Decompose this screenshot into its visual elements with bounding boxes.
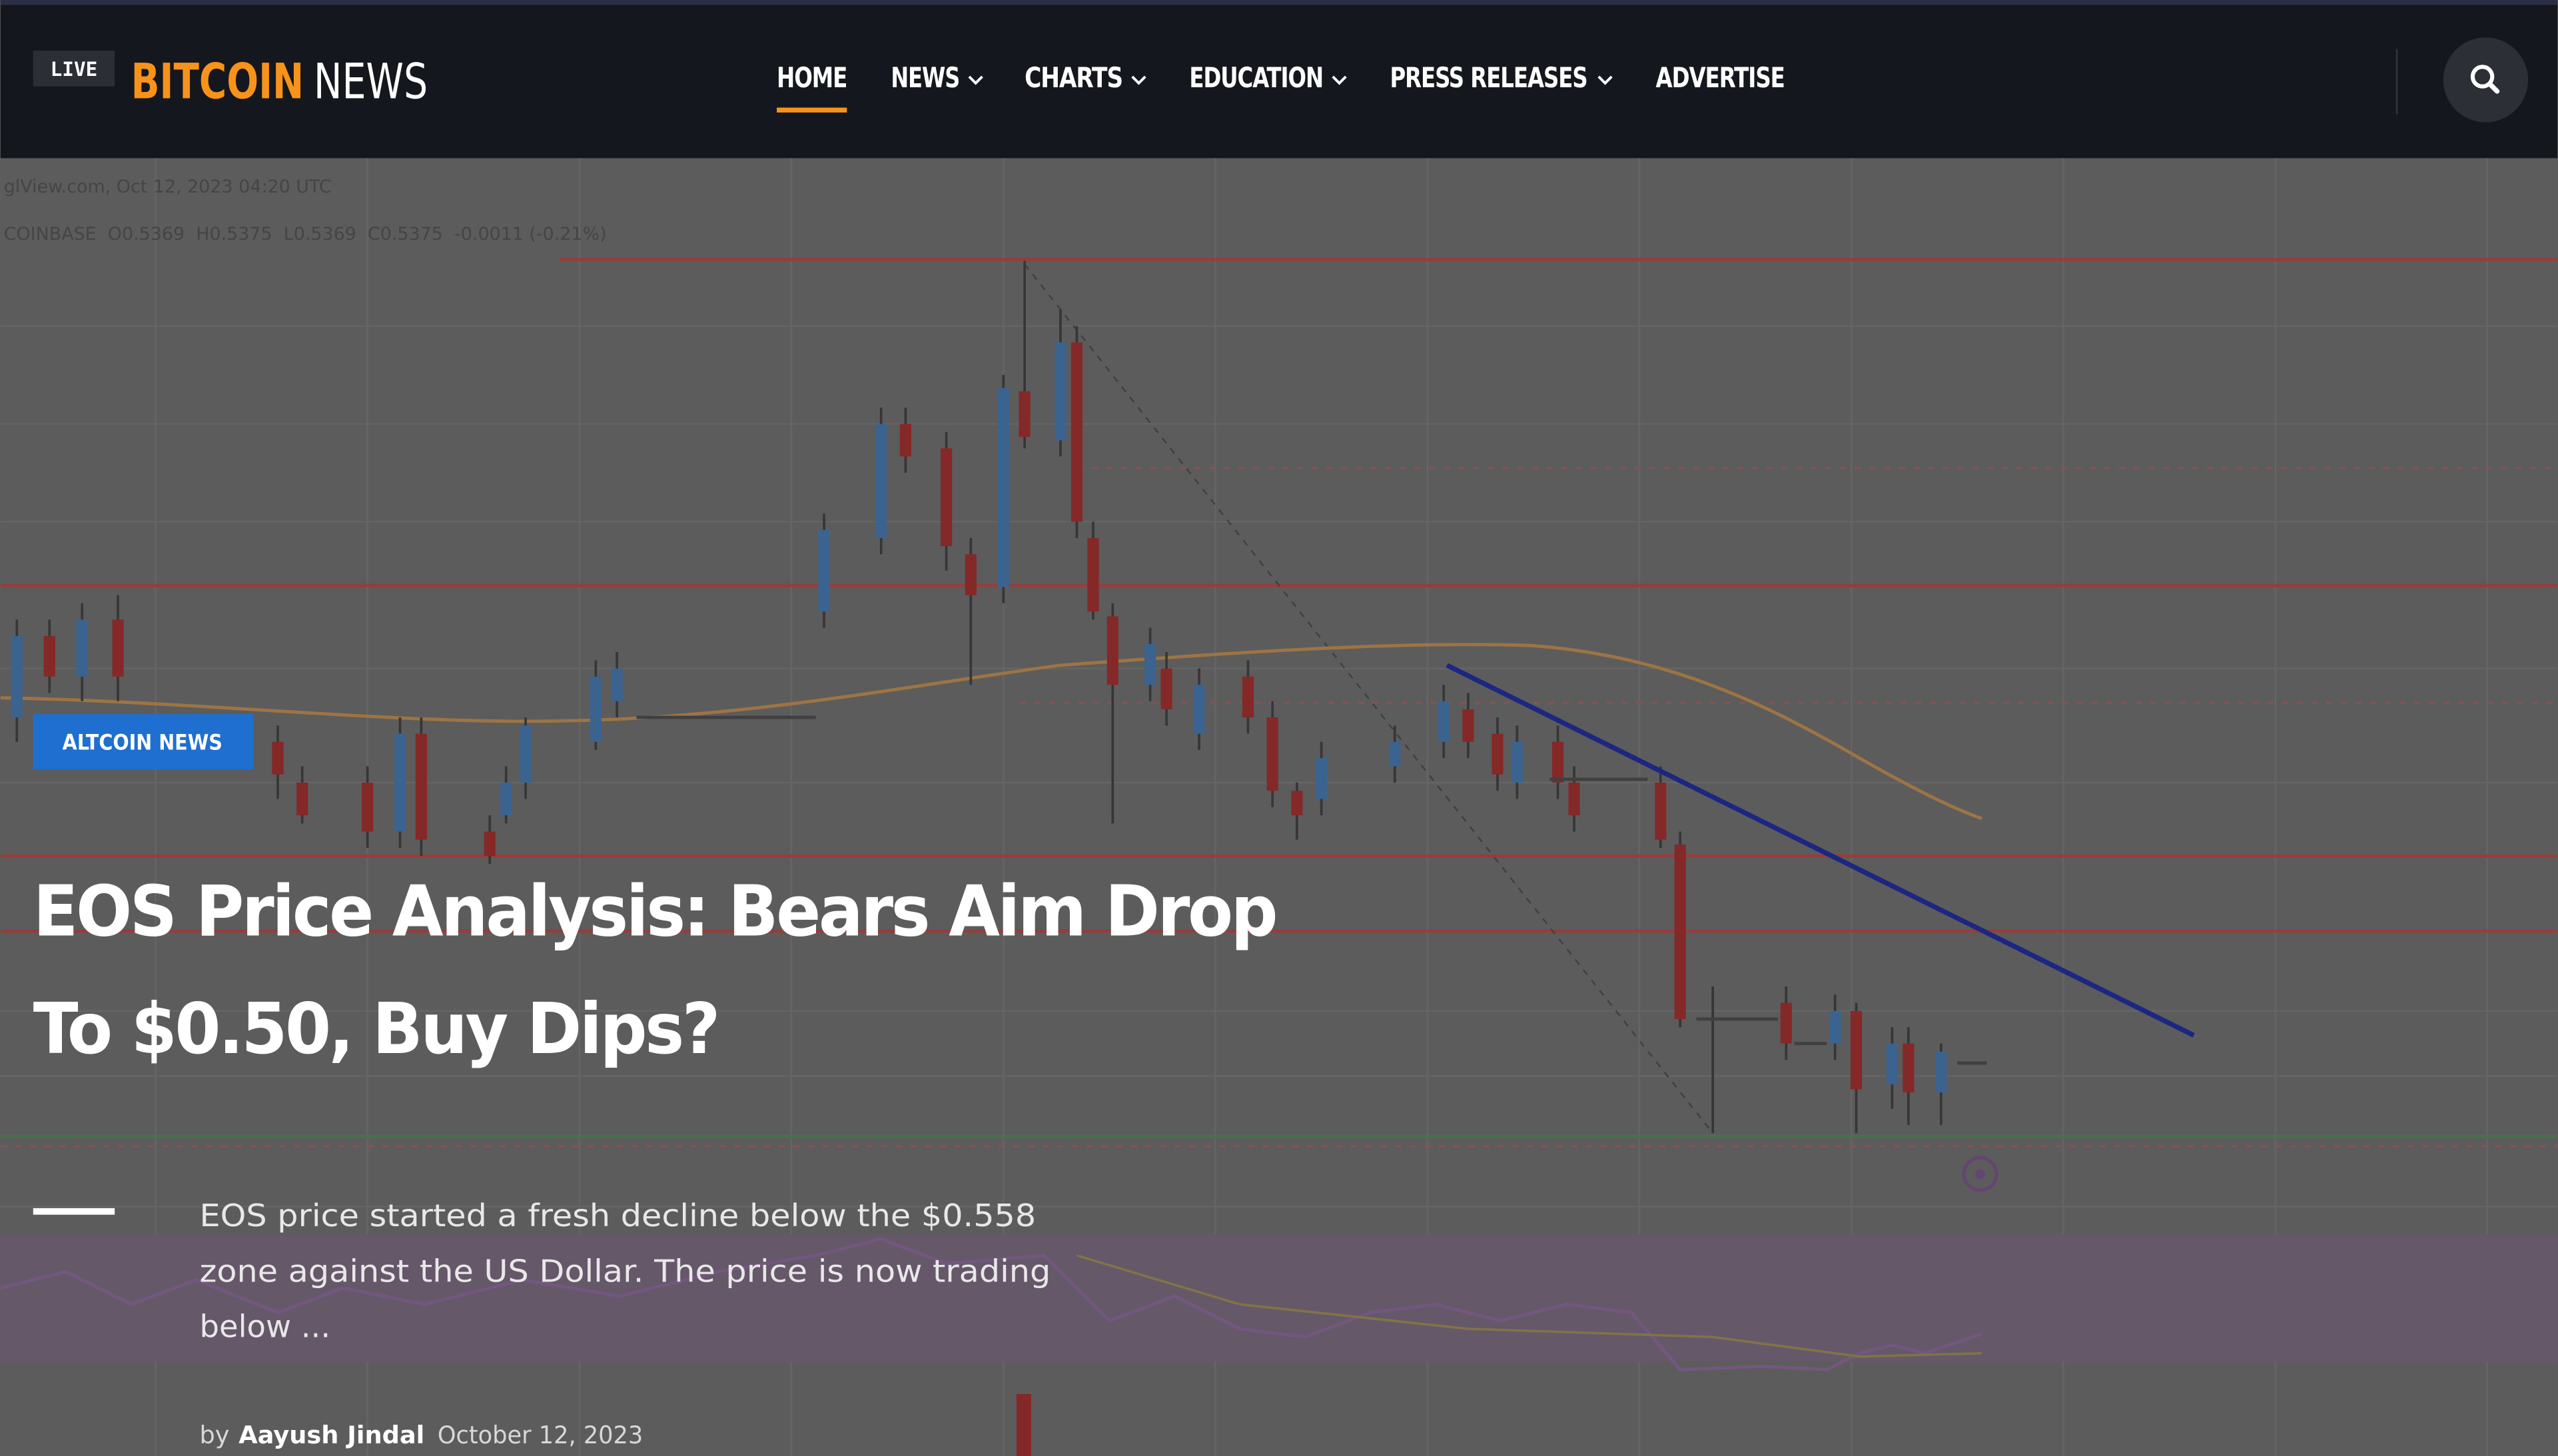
nav-chevron	[1332, 75, 1347, 85]
nav-chevron	[1597, 75, 1613, 85]
header-divider	[2395, 49, 2398, 115]
header: LIVE BITCOIN NEWS HOME NEWS CHARTS EDUCA…	[0, 0, 2558, 159]
trend-line	[1446, 663, 2195, 1038]
logo-brand: BITCOIN	[131, 53, 304, 110]
indicator-line	[0, 1237, 1982, 1371]
logo-badge-bg	[33, 50, 115, 87]
logo[interactable]: LIVE BITCOIN NEWS	[33, 50, 428, 110]
byline-prefix: by	[199, 1421, 229, 1449]
publish-date: October 12, 2023	[438, 1421, 643, 1449]
chart-marker	[1962, 1156, 1998, 1192]
chart-grid	[0, 158, 2558, 1456]
nav-item[interactable]: NEWS	[891, 61, 960, 94]
header-top-border	[0, 0, 2558, 5]
indicator-band	[0, 1234, 2558, 1362]
hero-chart: glView.com, Oct 12, 2023 04:20 UTC COINB…	[0, 158, 2558, 1456]
article-excerpt: zone against the US Dollar. The price is…	[199, 1253, 1051, 1289]
nav-item[interactable]: EDUCATION	[1189, 61, 1324, 94]
candles-up	[11, 342, 1947, 1093]
chart-marker-dot	[1975, 1169, 1985, 1179]
candles-down	[43, 342, 1915, 1093]
indicator-signal	[1076, 1254, 1982, 1358]
article-excerpt: below ...	[199, 1309, 330, 1345]
search-icon-handle	[2487, 81, 2500, 94]
article-title[interactable]: EOS Price Analysis: Bears Aim Drop	[33, 871, 1278, 952]
moving-average	[0, 643, 1982, 821]
nav-item[interactable]: CHARTS	[1025, 61, 1123, 94]
chart-source: glView.com, Oct 12, 2023 04:20 UTC	[4, 177, 332, 197]
header-bg	[0, 0, 2558, 159]
hero-overlay	[0, 158, 2558, 1456]
doji-marks	[636, 715, 1987, 1065]
nav-item[interactable]: PRESS RELEASES	[1390, 61, 1587, 94]
search-button[interactable]	[2443, 37, 2529, 123]
excerpt-accent	[33, 1208, 115, 1215]
nav-item[interactable]: HOME	[777, 61, 847, 94]
hero-content: ALTCOIN NEWS EOS Price Analysis: Bears A…	[33, 714, 1278, 1449]
category-label[interactable]: ALTCOIN NEWS	[63, 729, 222, 755]
logo-badge: LIVE	[51, 58, 98, 81]
article-excerpt: EOS price started a fresh decline below …	[199, 1198, 1036, 1234]
author-name[interactable]: Aayush Jindal	[238, 1421, 424, 1449]
levels	[0, 257, 2558, 1148]
nav-chevron	[1131, 75, 1146, 85]
category-badge[interactable]	[33, 714, 254, 770]
chart-ohlc: COINBASE O0.5369 H0.5375 L0.5369 C0.5375…	[4, 224, 607, 244]
nav-item[interactable]: ADVERTISE	[1655, 61, 1785, 94]
nav-chevron	[968, 75, 983, 85]
search-icon	[2470, 65, 2495, 89]
search-circle	[2443, 37, 2529, 123]
article-title[interactable]: To $0.50, Buy Dips?	[33, 988, 721, 1070]
nav-active-underline	[777, 107, 847, 113]
volume-bar	[1016, 1393, 1031, 1456]
logo-brand-suffix: NEWS	[314, 53, 428, 110]
